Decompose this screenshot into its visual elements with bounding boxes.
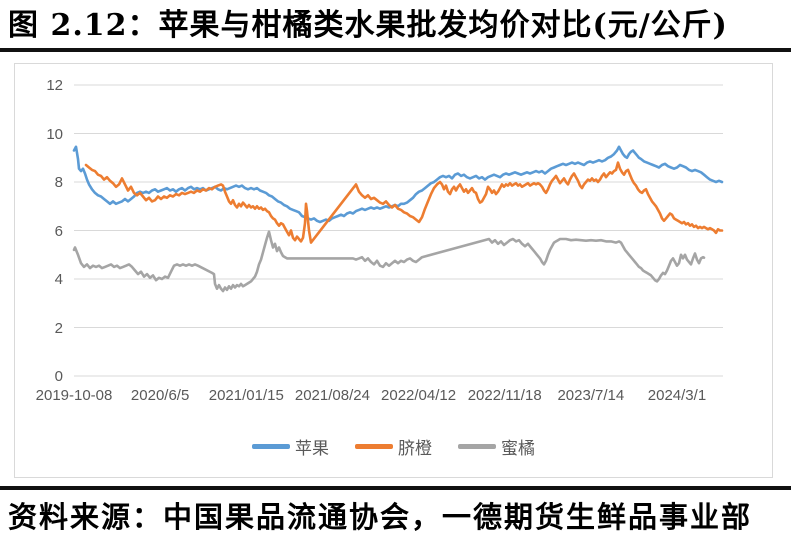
x-axis-tick-label: 2022/04/12 (381, 387, 457, 404)
x-axis-tick-label: 2024/3/1 (647, 387, 707, 404)
legend-item: 脐橙 (355, 434, 432, 459)
x-axis-tick-label: 2021/01/15 (208, 387, 284, 404)
y-axis-tick-label: 12 (46, 77, 63, 94)
legend-label: 脐橙 (398, 439, 432, 458)
legend-label: 苹果 (295, 439, 329, 458)
x-axis-tick-label: 2023/7/14 (557, 387, 625, 404)
legend-label: 蜜橘 (501, 439, 535, 458)
x-axis-tick-label: 2019-10-08 (35, 387, 113, 404)
legend-swatch-icon (252, 444, 290, 449)
y-axis-tick-label: 2 (54, 319, 63, 337)
chart-legend: 苹果 脐橙 蜜橘 (15, 434, 772, 459)
series-line-2 (84, 161, 724, 244)
source-text: 资料来源：中国果品流通协会，一德期货生鲜品事业部 (8, 500, 753, 534)
legend-swatch-icon (355, 444, 393, 449)
series-line-3 (72, 230, 706, 293)
y-axis-tick-label: 6 (54, 222, 63, 240)
price-line-chart: 0 2 4 6 8 10 12 2019-10-08 2020/6/5 2021/01/15 20… (14, 63, 773, 478)
figure-title: 图 2.12：苹果与柑橘类水果批发均价对比(元/公斤) (8, 8, 728, 43)
series-line-1 (72, 145, 724, 224)
x-axis-tick-label: 2021/08/24 (294, 387, 370, 404)
source-divider (0, 486, 791, 490)
x-axis-tick-label: 2022/11/18 (467, 387, 542, 404)
legend-swatch-icon (458, 444, 496, 449)
y-axis-tick-label: 4 (54, 271, 63, 288)
legend-item: 蜜橘 (458, 434, 535, 459)
y-axis-tick-label: 0 (54, 368, 63, 385)
x-axis-tick-label: 2020/6/5 (130, 387, 190, 404)
legend-item: 苹果 (252, 434, 329, 459)
chart-canvas (72, 84, 724, 377)
y-axis-tick-label: 8 (54, 174, 63, 191)
title-divider (0, 48, 791, 52)
y-axis-tick-label: 10 (46, 125, 63, 143)
